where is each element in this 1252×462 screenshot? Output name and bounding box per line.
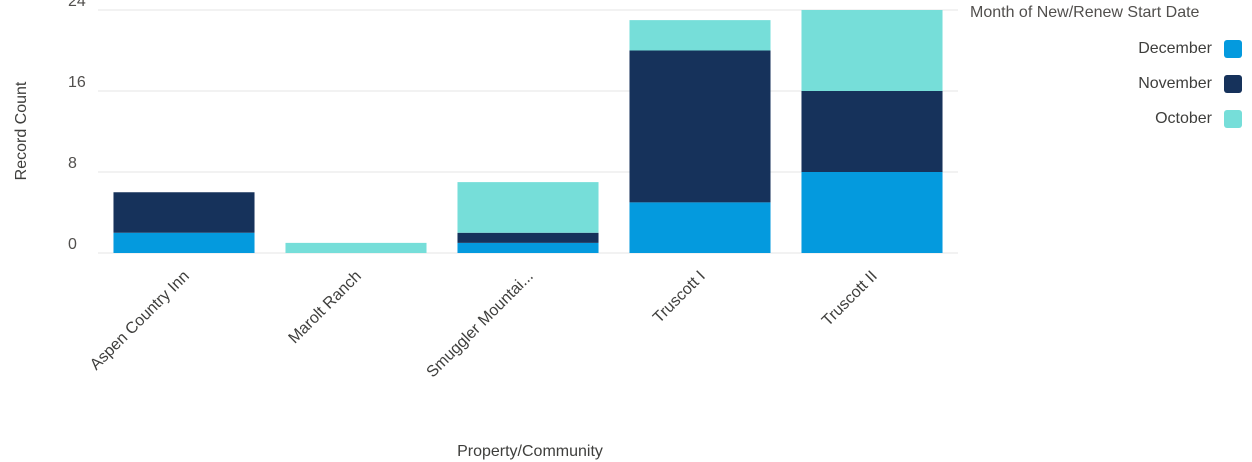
bars xyxy=(113,10,943,253)
bar-segment-december[interactable] xyxy=(801,172,943,253)
legend-label: October xyxy=(1155,109,1212,127)
legend-title: Month of New/Renew Start Date xyxy=(970,4,1200,21)
bar-segment-november[interactable] xyxy=(113,192,255,233)
legend-label: November xyxy=(1138,74,1212,92)
x-category-label: Marolt Ranch xyxy=(286,268,365,347)
bar-segment-october[interactable] xyxy=(285,242,427,253)
legend-swatch xyxy=(1224,74,1242,93)
y-tick-label: 0 xyxy=(68,236,77,253)
bar-segment-november[interactable] xyxy=(801,91,943,172)
legend-swatch xyxy=(1224,109,1242,128)
y-tick-label: 8 xyxy=(68,155,77,172)
legend-items: December November October xyxy=(968,31,1248,136)
bar-segment-october[interactable] xyxy=(629,20,771,51)
y-tick-label: 24 xyxy=(68,0,86,10)
legend-item-november[interactable]: November xyxy=(968,66,1248,101)
x-axis-categories: Aspen Country Inn Marolt Ranch Smuggler Mo… xyxy=(87,268,881,381)
x-category-label: Truscott II xyxy=(819,268,881,330)
legend-label: December xyxy=(1138,39,1212,57)
bar-segment-december[interactable] xyxy=(113,232,255,253)
x-axis-title: Property/Community xyxy=(457,443,603,460)
y-axis-title: Record Count xyxy=(13,81,30,180)
bar-segment-december[interactable] xyxy=(457,242,599,253)
bar-segment-december[interactable] xyxy=(629,202,771,253)
legend-swatch xyxy=(1224,39,1242,58)
bar-segment-october[interactable] xyxy=(801,10,943,91)
x-category-label: Aspen Country Inn xyxy=(87,268,193,374)
legend-item-december[interactable]: December xyxy=(968,31,1248,66)
bar-segment-october[interactable] xyxy=(457,182,599,233)
bar-segment-november[interactable] xyxy=(629,50,771,203)
x-category-label: Truscott I xyxy=(650,268,709,327)
x-category-label: Smuggler Mountai... xyxy=(424,268,537,381)
bar-segment-november[interactable] xyxy=(457,232,599,243)
legend: Month of New/Renew Start Date December No… xyxy=(968,4,1248,136)
y-tick-label: 16 xyxy=(68,74,86,91)
y-axis-ticks: 0 8 16 24 xyxy=(68,0,86,253)
legend-item-october[interactable]: October xyxy=(968,101,1248,136)
